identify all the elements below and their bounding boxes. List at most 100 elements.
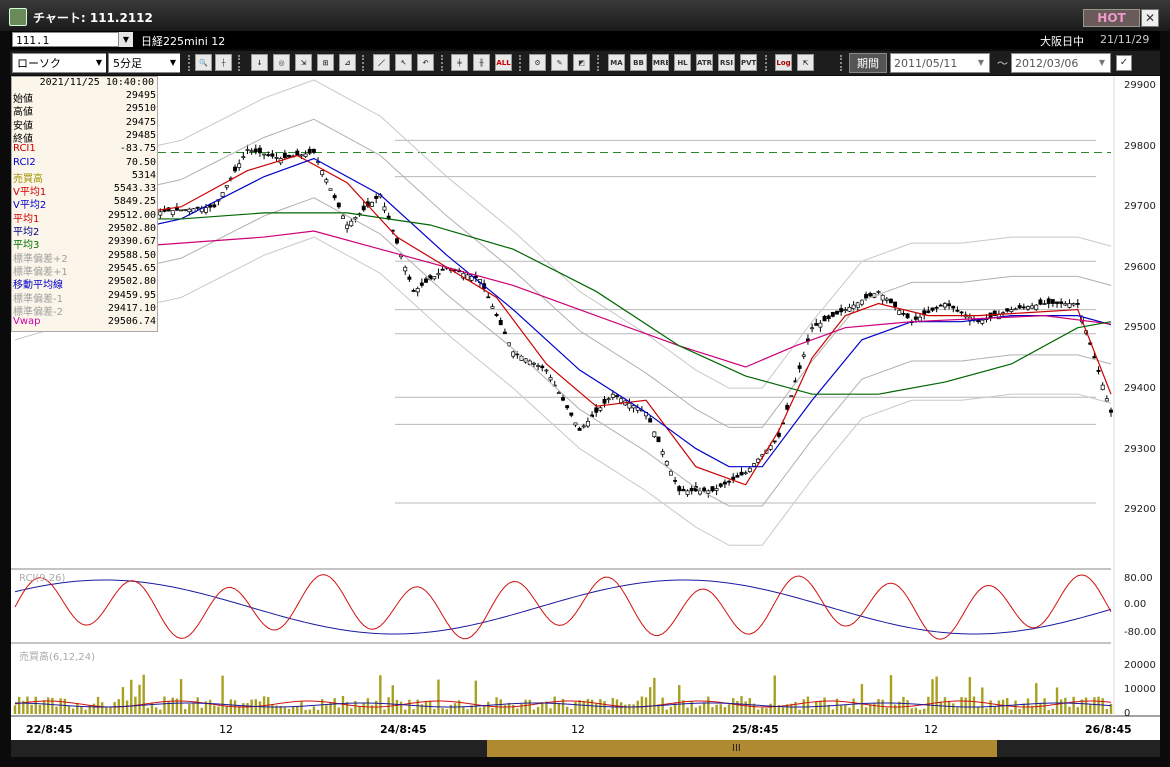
candle-body [1009,309,1014,312]
all-icon[interactable]: ALL [495,54,512,71]
candle-body [183,209,188,211]
volume-bar [516,708,519,714]
volume-bar [171,697,174,714]
date-to-calendar-icon[interactable]: ▼ [1095,55,1109,71]
candle-body [1034,304,1039,310]
info-row-label: 平均1 [13,213,40,225]
info-row-label: V平均2 [13,200,47,212]
brush-icon[interactable]: ✎ [551,54,568,71]
info-row-value: 29502.80 [107,276,156,288]
indicator-hl-button[interactable]: HL [674,54,691,71]
chart-scrollbar[interactable]: III [11,740,1160,757]
tool-arrow-icon[interactable]: ⇲ [295,54,312,71]
info-row-value: 29417.10 [107,302,156,314]
tool-grid-icon[interactable]: ⊞ [317,54,334,71]
volume-bar [1018,708,1021,714]
candle-add-icon[interactable]: ╪ [451,54,468,71]
timeframe-select[interactable]: 5分足 [108,53,180,73]
export-icon[interactable]: ⇱ [797,54,814,71]
candle-body [266,154,271,156]
scrollbar-thumb[interactable]: III [487,740,997,757]
symbol-dropdown-chevron-down-icon[interactable]: ▼ [118,32,133,47]
candle-remove-icon[interactable]: ╫ [473,54,490,71]
date-from-input[interactable]: 2011/05/11 [890,53,990,73]
candle-body [407,276,412,280]
indicator-pvt-button[interactable]: PVT [740,54,757,71]
candle-body [187,208,192,213]
candle-body [926,310,931,313]
volume-bar [906,700,909,714]
volume-bar [989,700,992,714]
indicator-mre-button[interactable]: MRE [652,54,669,71]
volume-bar [545,701,548,714]
info-row-value: 29475 [125,116,156,128]
candle-body [818,322,823,328]
log-scale-button[interactable]: Log [775,54,792,71]
volume-bar [495,697,498,714]
candle-body [743,472,748,475]
volume-bar [520,703,523,714]
volume-bar [686,707,689,714]
crosshair-icon[interactable]: ┼ [215,54,232,71]
toolbar-grip [441,55,446,71]
chart-type-select[interactable]: ローソク [12,53,106,73]
indicator-bb-button[interactable]: BB [630,54,647,71]
close-icon[interactable]: ✕ [1141,9,1159,27]
candle-body [556,392,561,395]
color-palette-icon[interactable]: ◩ [573,54,590,71]
indicator-atr-button[interactable]: ATR [696,54,713,71]
undo-icon[interactable]: ↶ [417,54,434,71]
cursor-icon[interactable]: ↖ [395,54,412,71]
volume-bar [524,699,527,714]
volume-bar [831,709,835,714]
chart-svg[interactable] [11,76,1160,756]
volume-bar [640,696,644,714]
volume-bar [648,687,652,714]
period-button[interactable]: 期間 [849,53,887,73]
candle-body [901,313,906,315]
date-from-calendar-icon[interactable]: ▼ [974,55,988,71]
candle-body [864,294,869,299]
candle-body [179,209,184,212]
volume-bar [603,701,606,714]
indicator-rsi-button[interactable]: RSI [718,54,735,71]
candle-body [565,405,570,409]
volume-bar [121,687,125,714]
toolbar-grip [362,55,367,71]
info-row: 安値 29475 [13,116,156,132]
chart-area[interactable] [11,76,1160,756]
info-row: RCI1 -83.75 [13,143,156,156]
volume-bar [595,703,598,714]
symbol-code-input[interactable]: 111.1 [12,32,132,47]
date-to-input[interactable]: 2012/03/06 [1011,53,1111,73]
zoom-icon[interactable]: 🔍 [195,54,212,71]
volume-bar [682,700,685,714]
volume-bar [673,703,677,714]
candle-body [673,480,678,482]
candle-body [370,201,374,207]
candle-body [635,407,640,411]
draw-line-icon[interactable]: ／ [373,54,390,71]
info-row-label: RCI1 [13,143,36,155]
info-row-label: 標準偏差+1 [13,266,68,278]
tool-down-icon[interactable]: ↓ [251,54,268,71]
settings-gear-icon[interactable]: ⚙ [529,54,546,71]
candle-body [440,268,445,271]
hot-button[interactable]: HOT [1083,9,1140,27]
volume-bar [806,696,810,714]
volume-bar [736,700,739,714]
tool-search-icon[interactable]: ◎ [273,54,290,71]
period-checkbox[interactable]: ✓ [1116,55,1132,71]
candle-body [332,195,337,199]
volume-bar [47,697,50,714]
timeframe-chevron-down-icon[interactable]: ▼ [166,54,180,72]
info-row-value: 29506.74 [107,316,156,328]
current-date: 21/11/29 [1100,33,1150,46]
candle-body [374,196,379,199]
chart-type-chevron-down-icon[interactable]: ▼ [92,54,106,72]
volume-bar [167,701,170,714]
volume-bar [370,705,374,714]
candle-body [843,309,848,311]
indicator-ma-button[interactable]: MA [608,54,625,71]
tool-ruler-icon[interactable]: ⊿ [339,54,356,71]
